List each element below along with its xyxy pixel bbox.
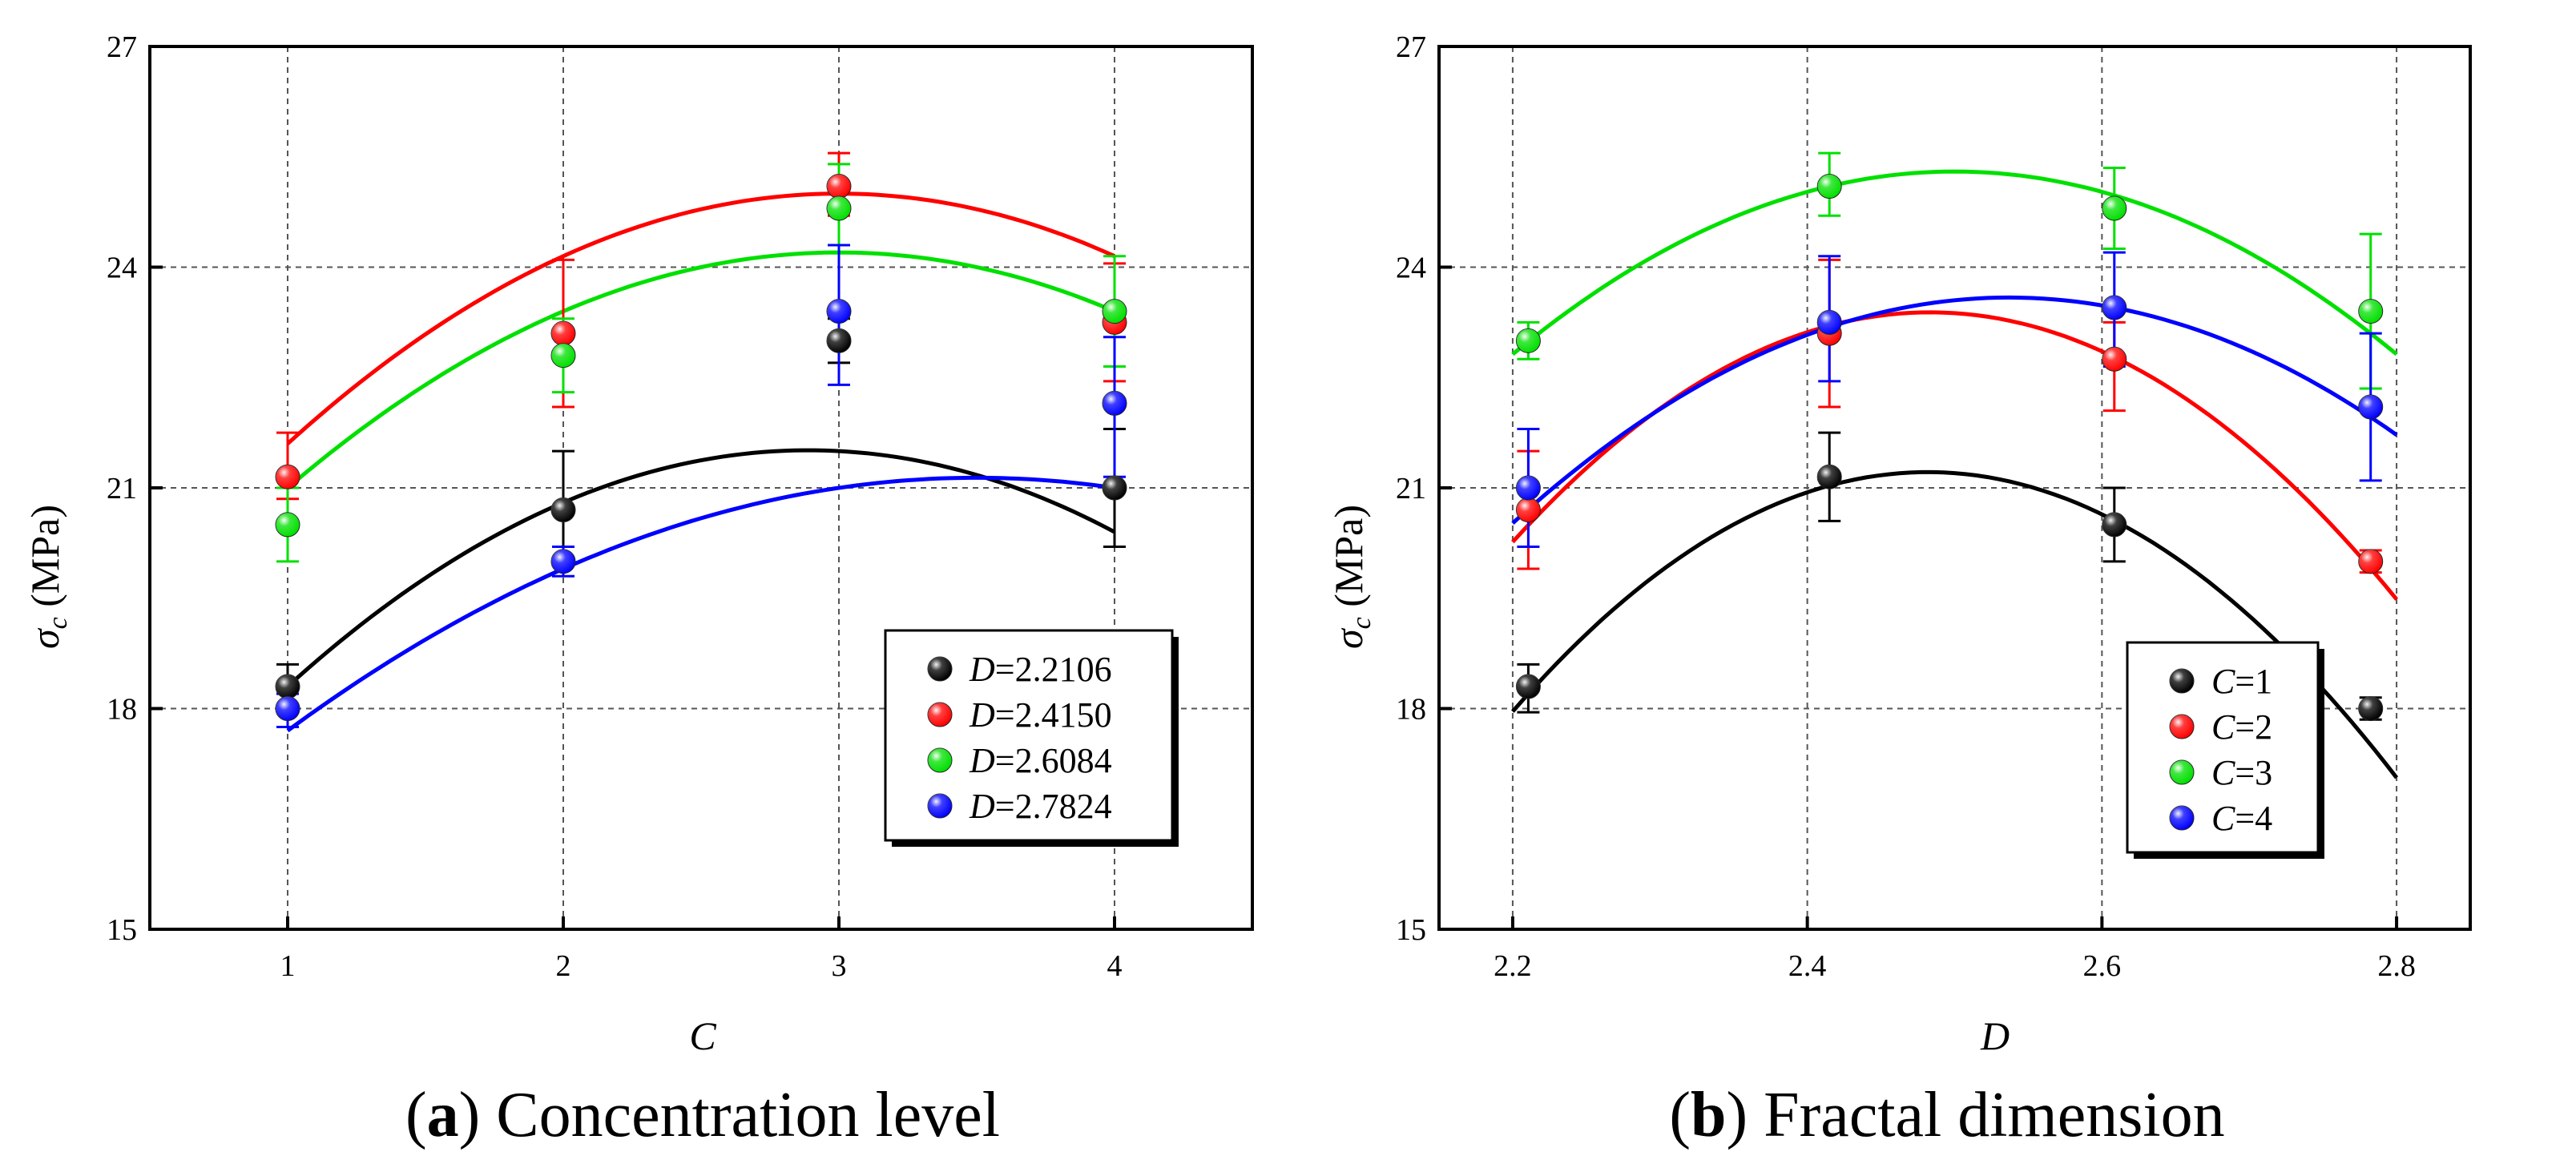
x-tick-label: 2.8 [2377,949,2416,983]
y-tick-label: 24 [1396,252,1426,285]
panel-b-caption: (b) Fractal dimension [1669,1080,2224,1150]
panel-a-fit-curves [286,191,1116,733]
data-point-highlight [276,674,300,699]
panel-a-y-axis-label: σc (MPa) [22,505,73,649]
legend-marker-highlight [928,657,952,681]
y-tick-label: 18 [107,693,137,727]
y-tick-label: 24 [107,252,137,285]
y-tick-label: 21 [107,472,137,505]
data-point-highlight [2358,394,2383,419]
legend-label: D=2.2106 [969,650,1112,689]
data-point-highlight [2102,347,2127,372]
panel-b-legend: C=1 C=2 C=3 C=4 [2126,641,2324,859]
y-tick-label: 15 [1396,913,1426,947]
svg-text:σc (MPa): σc (MPa) [22,505,73,649]
data-point-highlight [2358,696,2383,721]
data-point-highlight [827,174,851,199]
data-point-highlight [276,696,300,721]
legend-marker-highlight [2170,806,2194,830]
x-tick-label: 2.2 [1494,949,1532,983]
legend-label: D=2.4150 [969,695,1112,735]
y-tick-label: 15 [107,913,137,947]
x-tick-label: 2 [556,949,571,983]
y-tick-label: 27 [107,30,137,64]
x-tick-label: 2.4 [1788,949,1827,983]
panel-b-ticks: 2.2 2.4 2.6 2.8 15 18 21 24 27 [1396,30,2416,983]
legend-box [2126,641,2320,854]
data-point-highlight [551,497,575,522]
data-point-highlight [2358,299,2383,324]
fit-curve [286,250,1115,489]
data-point-highlight [1817,465,1842,489]
panel-b-error-bars [1517,151,2382,721]
data-point-highlight [276,512,300,537]
data-point-highlight [827,299,851,324]
data-point-highlight [1516,497,1541,522]
fit-curve [286,475,1115,733]
legend-marker-highlight [928,748,952,772]
fit-curve [286,448,1116,688]
data-point-highlight [827,196,851,221]
panel-a-caption: (a) Concentration level [405,1080,1000,1150]
legend-label: C=1 [2211,662,2272,701]
data-point-highlight [551,343,575,368]
data-point-highlight [1516,674,1541,699]
panel-a: 1 2 3 4 15 18 21 24 27 σc (MPa) C D=2.2106 D=2.41… [22,30,1254,1150]
panel-b-fit-curves [1511,169,2399,779]
data-point-highlight [2102,296,2127,320]
legend-marker-highlight [928,703,952,727]
legend-marker-highlight [2170,715,2194,739]
legend-marker-highlight [2170,760,2194,784]
legend-marker-highlight [928,794,952,818]
data-point-highlight [2102,512,2127,537]
data-point-highlight [1817,174,1842,199]
panel-b-points [1515,173,2384,721]
x-tick-label: 4 [1107,949,1123,983]
data-point-highlight [551,321,575,346]
panel-a-points [275,173,1127,721]
data-point-highlight [276,465,300,489]
data-point-highlight [1103,299,1127,324]
panel-b: 2.2 2.4 2.6 2.8 15 18 21 24 27 σc (MPa) D C=1 C=2… [1326,30,2472,1150]
y-tick-label: 27 [1396,30,1426,64]
data-point-highlight [1817,310,1842,335]
data-point-highlight [827,328,851,353]
x-tick-label: 2.6 [2083,949,2122,983]
panel-b-x-axis-label: D [1980,1013,2010,1058]
data-point-highlight [1516,476,1541,500]
fit-curve [286,191,1116,445]
svg-text:σc (MPa): σc (MPa) [1326,505,1377,649]
data-point-highlight [1103,476,1127,500]
legend-label: D=2.6084 [969,741,1112,780]
data-point-highlight [1516,328,1541,353]
data-point-highlight [1103,391,1127,416]
panel-b-y-axis-label: σc (MPa) [1326,505,1377,649]
fit-curve [1511,169,2398,356]
y-tick-label: 18 [1396,693,1426,727]
y-tick-label: 21 [1396,472,1426,505]
panel-a-legend: D=2.2106 D=2.4150 D=2.6084 D=2.7824 [884,629,1179,847]
legend-marker-highlight [2170,669,2194,693]
panel-a-ticks: 1 2 3 4 15 18 21 24 27 [107,30,1123,983]
data-point-highlight [2358,549,2383,574]
fit-curve [1511,295,2398,525]
panel-a-x-axis-label: C [689,1013,716,1058]
legend-label: C=4 [2211,799,2272,838]
fit-curve [1511,469,2399,779]
x-tick-label: 1 [280,949,296,983]
data-point-highlight [551,549,575,574]
data-point-highlight [2102,196,2127,221]
legend-label: C=3 [2211,753,2272,792]
x-tick-label: 3 [832,949,847,983]
legend-label: C=2 [2211,707,2272,747]
legend-label: D=2.7824 [969,787,1112,826]
